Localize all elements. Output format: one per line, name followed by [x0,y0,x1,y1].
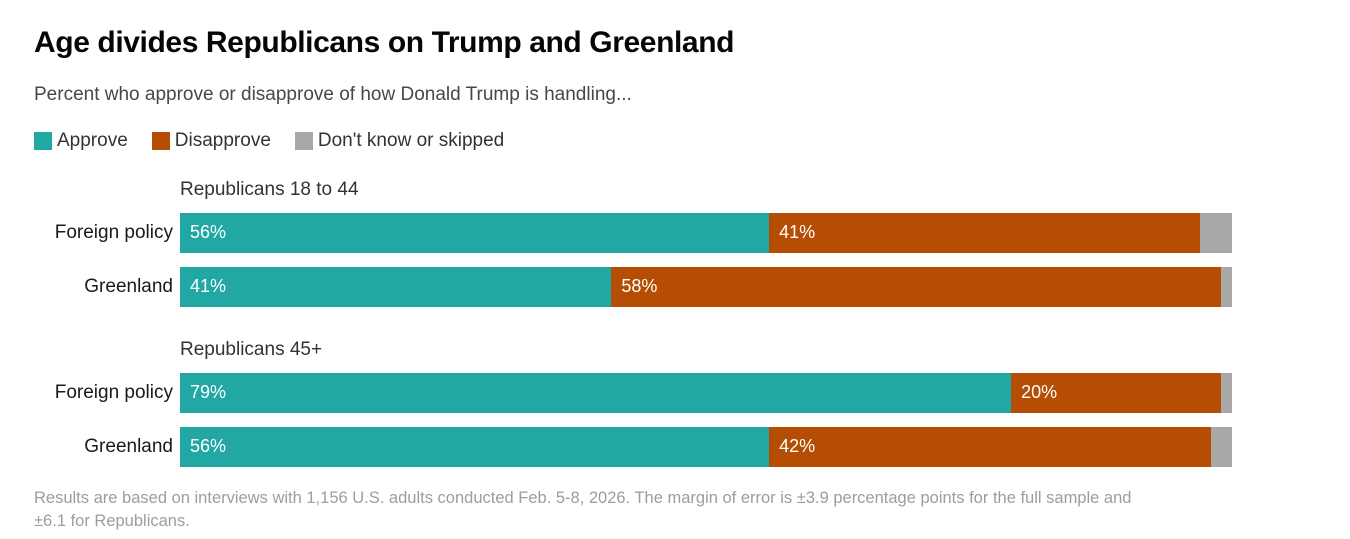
group-header: Republicans 18 to 44 [180,178,359,200]
stacked-bar: 79% 20% [180,372,1232,413]
dont-know-segment [1210,426,1232,467]
disapprove-value-label: 41% [779,222,816,242]
legend: Approve Disapprove Don't know or skipped [34,130,1316,152]
disapprove-segment: 41% [769,212,1201,253]
stacked-bar-chart: Republicans 18 to 44 Foreign policy 56% … [34,179,1232,467]
stacked-bar: 56% 42% [180,426,1232,467]
dont-know-swatch-icon [294,131,313,150]
approve-swatch-icon [34,131,52,150]
dont-know-segment [1221,372,1232,413]
approve-value-label: 56% [190,436,227,456]
bar-row-greenland: Greenland 41% 58% [34,266,1232,307]
approve-segment: 41% [180,266,612,307]
approve-value-label: 79% [190,382,227,402]
disapprove-segment: 20% [1011,372,1222,413]
disapprove-value-label: 42% [779,436,816,456]
category-label: Greenland [84,275,173,297]
bar-row-foreign-policy: Foreign policy 56% 41% [34,212,1232,253]
disapprove-value-label: 20% [1021,382,1058,402]
bar-row-greenland: Greenland 56% 42% [34,426,1232,467]
legend-label-approve: Approve [57,129,128,151]
legend-label-dont-know: Don't know or skipped [317,129,505,151]
approve-segment: 56% [180,426,770,467]
legend-item-approve: Approve [34,130,128,152]
dont-know-segment [1200,212,1232,253]
disapprove-swatch-icon [151,131,170,150]
approve-value-label: 56% [190,222,227,242]
category-label: Greenland [84,435,173,457]
disapprove-segment: 58% [611,266,1222,307]
group-republicans-45-plus: Republicans 45+ Foreign policy 79% 20% G… [34,339,1232,467]
legend-label-disapprove: Disapprove [174,129,271,151]
chart-title: Age divides Republicans on Trump and Gre… [34,26,735,59]
approve-segment: 79% [180,372,1012,413]
legend-item-disapprove: Disapprove [151,129,271,152]
disapprove-segment: 42% [769,426,1211,467]
approve-value-label: 41% [190,276,227,296]
legend-item-dont-know: Don't know or skipped [294,129,505,152]
footnote: Results are based on interviews with 1,1… [34,488,1132,530]
stacked-bar: 56% 41% [180,212,1232,253]
category-label: Foreign policy [54,221,173,243]
stacked-bar: 41% 58% [180,266,1232,307]
disapprove-value-label: 58% [621,276,658,296]
group-republicans-18-44: Republicans 18 to 44 Foreign policy 56% … [34,179,1232,307]
approve-segment: 56% [180,212,770,253]
chart-subtitle: Percent who approve or disapprove of how… [34,83,632,105]
bar-row-foreign-policy: Foreign policy 79% 20% [34,372,1232,413]
category-label: Foreign policy [54,381,173,403]
group-header: Republicans 45+ [180,338,323,360]
dont-know-segment [1221,266,1232,307]
